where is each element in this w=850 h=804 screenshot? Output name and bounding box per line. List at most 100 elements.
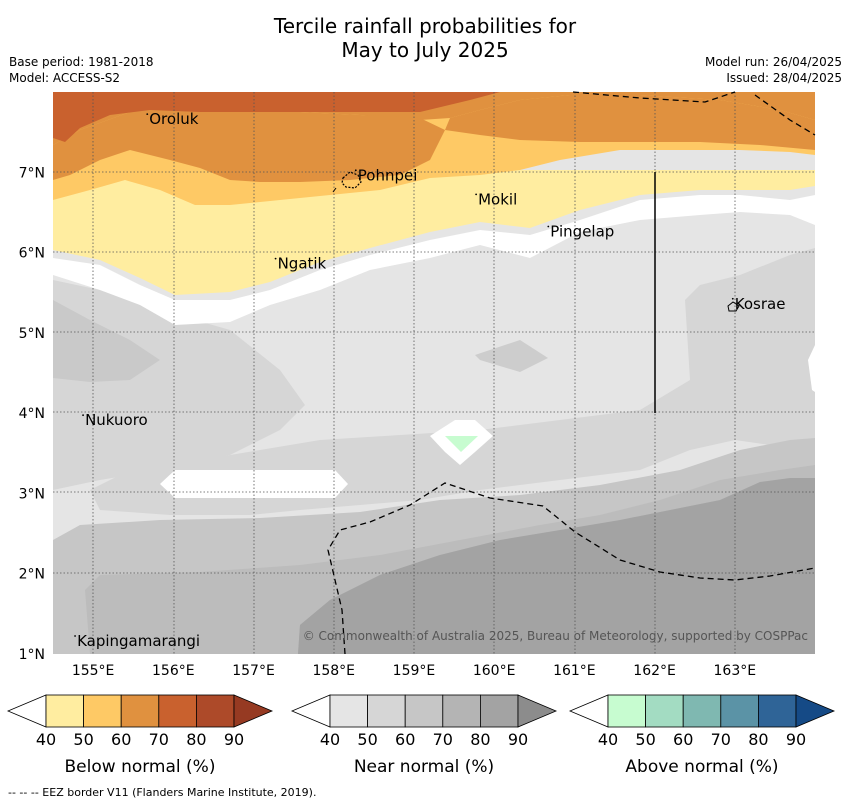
near-normal-60-70-west-patch (53, 300, 160, 382)
lat-tick-label: 4°N (19, 406, 45, 422)
near-normal-60-70-central-patch (475, 340, 548, 372)
map-title-line1: Tercile rainfall probabilities for (273, 14, 577, 38)
longitude-axis: 155°E 156°E 157°E 158°E 159°E 160°E 161°E 162°E… (72, 663, 756, 679)
colorbar-tick-label: 90 (224, 730, 244, 749)
white-patch-east-edge (808, 345, 815, 392)
lat-tick-label: 2°N (19, 567, 45, 583)
below-normal-60-70-body (53, 112, 445, 182)
colorbar-over-triangle (795, 694, 836, 728)
colorbar-tick-label: 70 (711, 730, 731, 749)
colorbar-tick-label: 90 (786, 730, 806, 749)
lon-tick-label: 155°E (72, 663, 115, 679)
colorbar-tick-label: 50 (635, 730, 655, 749)
near-normal-50-60-west (53, 280, 305, 490)
lon-tick-label: 158°E (312, 663, 355, 679)
colorbar-tick-label: 70 (433, 730, 453, 749)
colorbars: 40 50 60 70 80 90 Below normal (%) 40 50 60 70 80 90… (6, 694, 836, 777)
place-label: Pingelap (550, 223, 614, 241)
colorbar-segment (404, 694, 444, 728)
colorbar-tick-label: 80 (470, 730, 490, 749)
eez-note: -- -- -- EEZ border V11 (Flanders Marine… (8, 786, 317, 799)
place-label: Kosrae (735, 295, 786, 313)
colorbar-segment (120, 694, 160, 728)
lon-tick-label: 157°E (232, 663, 275, 679)
colorbar-segment (607, 694, 646, 728)
place-labels: Oroluk Pohnpei Mokil Pingelap Ngatik Kosrae Nu… (74, 110, 785, 650)
colorbar-tick-label: 80 (748, 730, 768, 749)
lat-tick-label: 7°N (19, 165, 45, 181)
colorbar-title: Near normal (%) (354, 757, 494, 777)
colorbar-title: Above normal (%) (625, 757, 778, 777)
place-marker (74, 635, 76, 637)
near-normal-50-60-east (90, 248, 815, 515)
place-marker (547, 225, 550, 228)
place-label: Mokil (478, 190, 517, 208)
place-marker (475, 193, 478, 196)
copyright-notice: © Commonwealth of Australia 2025, Bureau… (303, 629, 808, 643)
colorbar-segment (479, 694, 519, 728)
colorbar-tick-label: 40 (320, 730, 340, 749)
colorbar-tick-label: 60 (673, 730, 693, 749)
colorbar-tick-label: 50 (73, 730, 93, 749)
lat-tick-label: 1°N (19, 647, 45, 663)
lon-tick-label: 161°E (553, 663, 596, 679)
colorbar-segment (367, 694, 406, 728)
place-label: Nukuoro (85, 411, 148, 429)
colorbar-segment (45, 694, 84, 728)
kosrae-island-shape (727, 301, 740, 312)
place-marker (731, 297, 734, 300)
probability-field (53, 92, 815, 654)
below-normal-70-80 (53, 92, 300, 142)
colorbar-segment (442, 694, 481, 728)
colorbar-tick-label: 70 (149, 730, 169, 749)
colorbar-segment (329, 694, 368, 728)
lon-tick-label: 160°E (473, 663, 516, 679)
colorbar-title: Below normal (%) (65, 757, 216, 777)
lon-tick-label: 159°E (393, 663, 436, 679)
map-title-line2: May to July 2025 (341, 38, 509, 62)
colorbar-over-triangle (233, 694, 274, 728)
model-text: Model: ACCESS-S2 (9, 71, 121, 85)
below-normal-60-70-east (445, 95, 815, 150)
colorbar-tick-label: 90 (508, 730, 528, 749)
lat-tick-label: 5°N (19, 326, 45, 342)
colorbar-over-triangle (517, 694, 558, 728)
base-period-text: Base period: 1981-2018 (9, 55, 154, 69)
colorbar-tick-label: 60 (111, 730, 131, 749)
colorbar-under-triangle (290, 694, 331, 728)
colorbar-tick-label: 40 (598, 730, 618, 749)
colorbar-segment (83, 694, 122, 728)
place-label: Ngatik (278, 255, 327, 273)
colorbar-0: 40 50 60 70 80 90 Below normal (%) (6, 694, 274, 777)
place-marker (354, 169, 357, 172)
pohnpei-island-shape (341, 171, 362, 189)
colorbar-tick-label: 80 (186, 730, 206, 749)
colorbar-segment (158, 694, 197, 728)
lat-tick-label: 3°N (19, 486, 45, 502)
colorbar-segment (758, 694, 797, 728)
lat-tick-label: 6°N (19, 246, 45, 262)
lon-tick-label: 163°E (714, 663, 757, 679)
place-label: Pohnpei (358, 166, 418, 184)
place-marker (82, 414, 84, 417)
colorbar-segment (645, 694, 684, 728)
colorbar-1: 40 50 60 70 80 90 Near normal (%) (290, 694, 558, 777)
colorbar-tick-label: 60 (395, 730, 415, 749)
place-label: Oroluk (149, 110, 198, 128)
issued-text: Issued: 28/04/2025 (726, 71, 842, 85)
model-run-text: Model run: 26/04/2025 (704, 55, 842, 69)
white-transition-band (53, 195, 815, 325)
place-marker (274, 257, 277, 260)
near-normal-80-90-south (298, 478, 815, 654)
colorbar-tick-label: 50 (357, 730, 377, 749)
colorbar-2: 40 50 60 70 80 90 Above normal (%) (568, 694, 836, 777)
colorbar-under-triangle (568, 694, 609, 728)
place-label: Kapingamarangi (77, 632, 200, 650)
colorbar-tick-label: 40 (36, 730, 56, 749)
latitude-axis: 1°N 2°N 3°N 4°N 5°N 6°N 7°N (19, 165, 45, 663)
pohnpei-outlier-mark (332, 187, 337, 193)
colorbar-segment (720, 694, 759, 728)
lon-tick-label: 156°E (152, 663, 195, 679)
colorbar-under-triangle (6, 694, 47, 728)
